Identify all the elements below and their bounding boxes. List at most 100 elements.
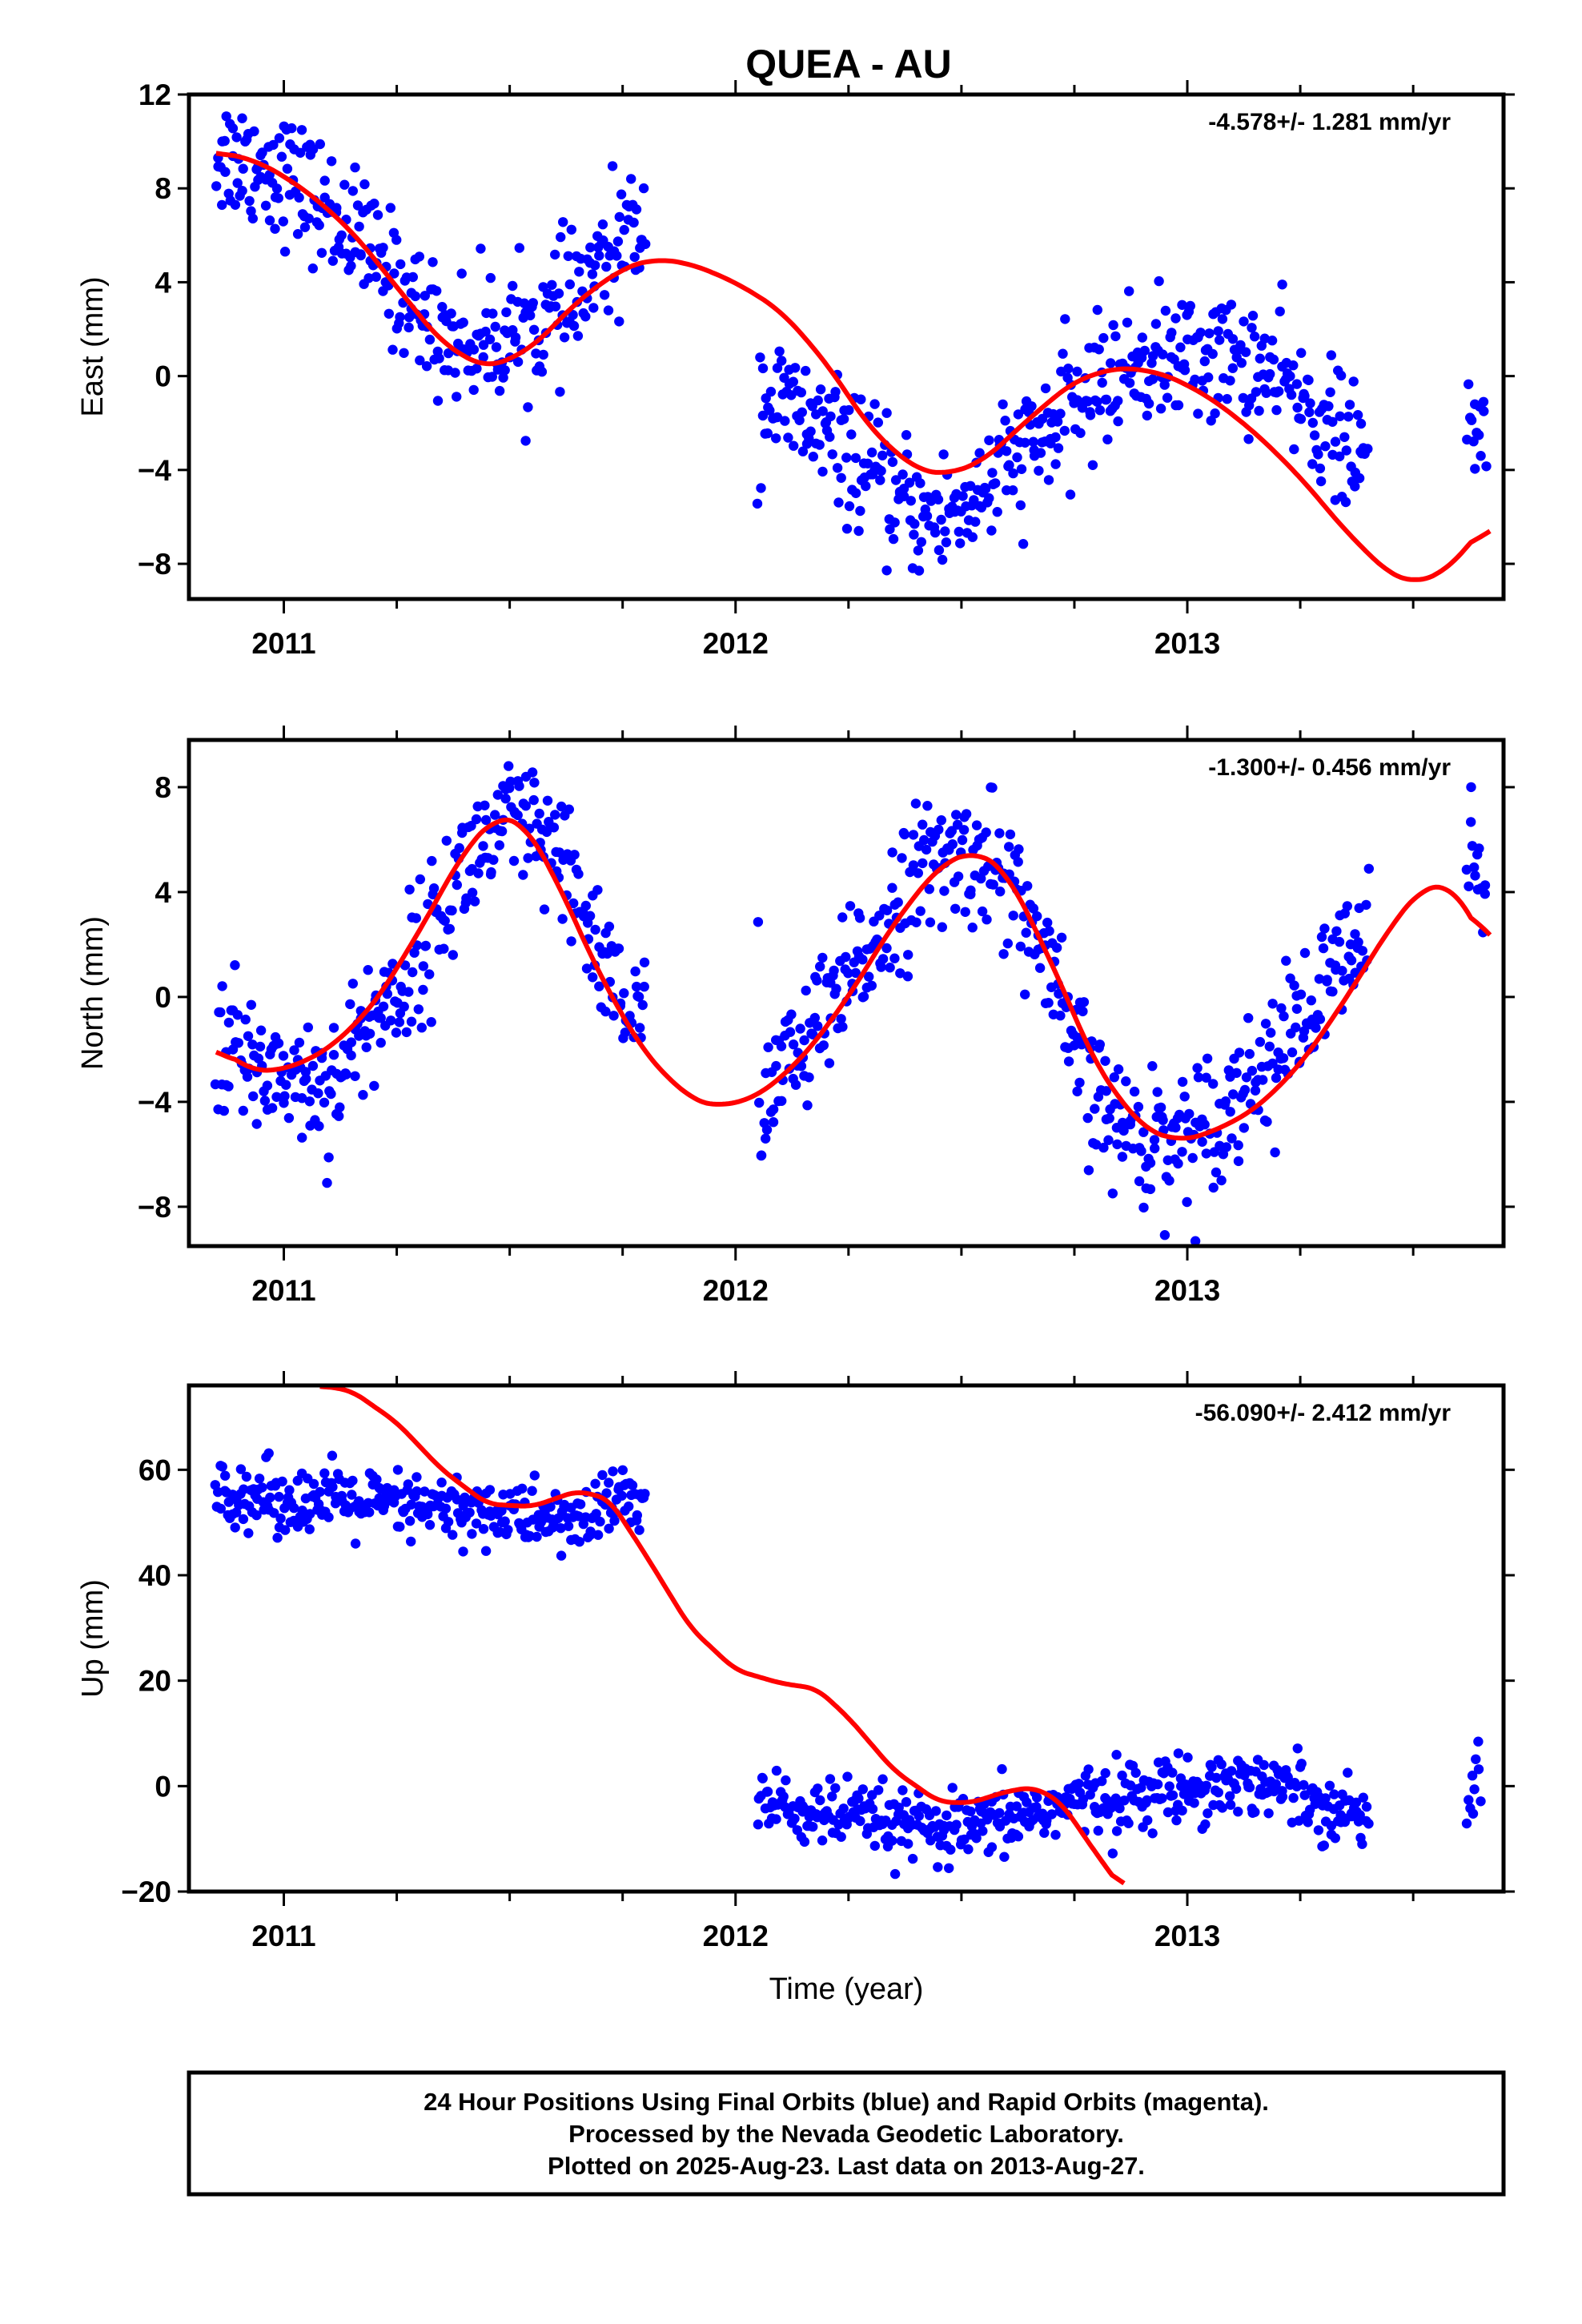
data-point [1098,332,1109,344]
data-point [961,809,972,819]
data-point [1335,451,1345,462]
data-point [1059,425,1070,436]
data-point [464,1507,475,1518]
data-point [890,475,901,485]
data-point [1002,446,1012,456]
data-point [478,1524,489,1534]
data-point [971,820,982,830]
data-point [808,452,818,462]
data-point [585,242,596,253]
data-point [409,947,420,958]
data-point [369,199,379,209]
data-point [917,858,928,869]
x-tick-label: 2013 [1154,1920,1220,1952]
data-point [1225,376,1235,386]
data-point [909,529,919,540]
data-point [1291,1022,1301,1033]
data-point [1344,400,1355,410]
data-point [940,526,950,537]
data-point [1087,460,1098,470]
data-point [512,356,524,368]
data-point [554,847,564,858]
data-point [443,1517,454,1527]
data-point [1473,1764,1484,1775]
data-point [1200,1819,1211,1830]
data-point [1313,449,1323,460]
data-point [239,1484,249,1494]
data-point [1473,1736,1484,1747]
data-point [1046,1809,1057,1819]
data-point [1149,1135,1160,1145]
y-tick-label: 0 [155,1770,171,1803]
data-point [1102,434,1113,444]
data-point [963,1844,974,1855]
data-point [517,1483,528,1494]
data-point [608,1466,618,1477]
data-point [827,1791,837,1802]
data-point [881,408,892,418]
data-point [404,884,415,895]
observation-points [211,111,1492,576]
data-point [539,904,550,915]
data-point [1363,1819,1374,1829]
data-point [881,943,892,954]
data-point [314,220,324,231]
data-point [240,1014,251,1025]
data-point [757,410,769,421]
data-point [836,1831,846,1842]
data-point [1100,1767,1110,1779]
data-point [887,847,897,858]
data-point [933,1862,943,1872]
data-point [824,1058,835,1068]
data-point [437,302,448,312]
data-point [761,1133,771,1144]
data-point [1469,862,1480,873]
data-point [420,291,430,301]
data-point [520,436,531,446]
data-point [1481,461,1492,472]
data-point [1320,441,1331,452]
data-point [369,1080,379,1092]
caption-frame [187,2070,1506,2197]
data-point [538,349,548,360]
data-point [1177,1147,1187,1157]
data-point [221,111,231,122]
data-point [441,835,452,846]
data-point [527,767,538,778]
data-point [473,868,484,879]
data-point [1028,903,1039,914]
data-point [585,1526,596,1537]
y-axis-label: East (mm) [76,276,110,416]
data-point [490,321,500,332]
data-point [414,251,424,262]
data-point [1094,1039,1106,1050]
data-point [480,1546,492,1556]
data-point [869,1840,881,1852]
data-point [992,507,1002,517]
data-point [1277,1791,1288,1802]
y-tick-label: 8 [155,771,171,804]
data-point [640,239,651,249]
data-point [1247,323,1257,333]
data-point [354,221,364,232]
data-point [476,243,486,254]
data-point [1226,300,1237,310]
data-point [607,161,618,171]
data-point [805,426,816,436]
data-point [1124,378,1135,388]
data-point [1268,354,1279,365]
data-point [837,1022,848,1032]
plot-frame [187,1383,1506,1894]
data-point [1225,1791,1235,1801]
data-point [797,407,807,417]
data-point [488,308,498,319]
data-point [1142,1795,1152,1806]
data-point [1266,1027,1276,1038]
data-point [375,1037,386,1048]
data-point [1319,1840,1330,1851]
data-point [270,223,280,234]
data-point [574,267,584,277]
data-point [1197,1136,1207,1148]
data-point [339,179,350,190]
data-point [802,1100,813,1111]
